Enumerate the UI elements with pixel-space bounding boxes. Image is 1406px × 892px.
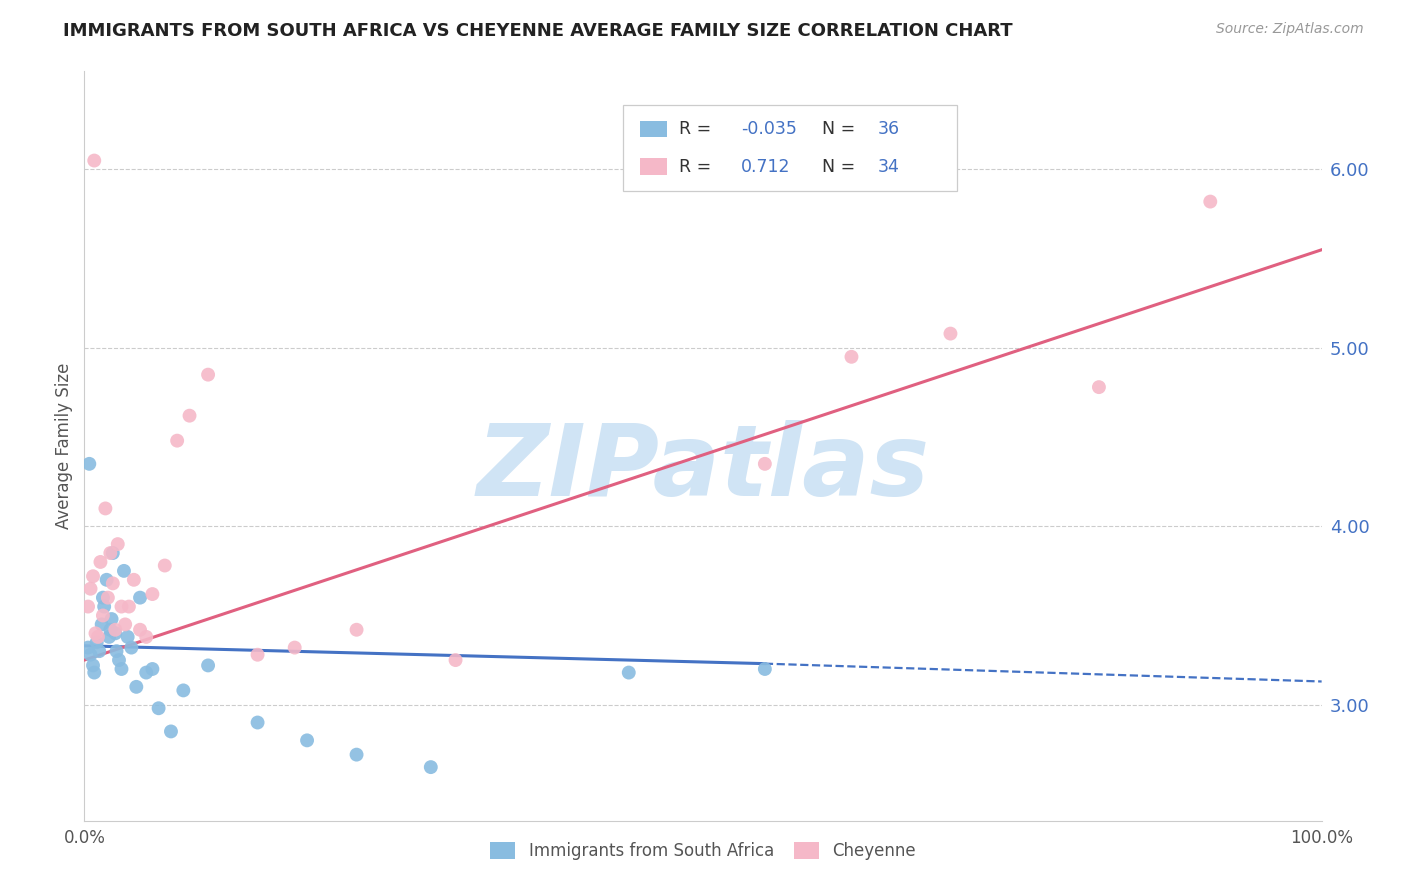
Point [617,665,640,680]
Point [98,630,121,644]
Point [129,591,152,605]
Text: -0.035: -0.035 [741,120,797,138]
Point [96,573,118,587]
Point [160,724,183,739]
Point [89,644,111,658]
Point [129,623,152,637]
Point [108,653,131,667]
Point [104,626,127,640]
Text: 36: 36 [877,120,900,138]
Legend: Immigrants from South Africa, Cheyenne: Immigrants from South Africa, Cheyenne [482,834,924,869]
Point [89,555,111,569]
Point [94,501,117,516]
FancyBboxPatch shape [640,158,666,175]
Point [86,635,108,649]
Point [135,630,157,644]
Point [91,591,114,605]
Point [105,644,128,658]
Point [77,599,100,614]
Point [101,576,124,591]
Point [841,350,863,364]
Point [122,573,145,587]
FancyBboxPatch shape [640,120,666,137]
Point [112,564,135,578]
Point [114,617,136,632]
Point [246,648,269,662]
Point [754,662,776,676]
Point [179,409,201,423]
Point [110,599,132,614]
Point [104,623,127,637]
Point [79,648,101,662]
Point [444,653,467,667]
Text: N =: N = [821,120,860,138]
Point [141,662,163,676]
Point [939,326,962,341]
Point [82,658,104,673]
Point [100,612,122,626]
Text: 0.712: 0.712 [741,158,790,176]
Point [91,608,114,623]
Point [107,537,129,551]
Point [346,747,368,762]
Point [79,457,101,471]
Point [153,558,176,573]
Point [83,665,105,680]
Point [98,623,121,637]
Point [125,680,148,694]
Point [97,591,120,605]
Point [110,662,132,676]
Point [346,623,368,637]
Text: Source: ZipAtlas.com: Source: ZipAtlas.com [1216,22,1364,37]
Point [166,434,188,448]
Point [754,457,776,471]
Point [83,153,105,168]
Point [197,658,219,673]
Point [1199,194,1222,209]
Text: R =: R = [679,120,717,138]
Point [84,626,107,640]
Point [419,760,441,774]
Text: IMMIGRANTS FROM SOUTH AFRICA VS CHEYENNE AVERAGE FAMILY SIZE CORRELATION CHART: IMMIGRANTS FROM SOUTH AFRICA VS CHEYENNE… [63,22,1012,40]
Point [117,630,139,644]
Point [90,617,112,632]
Point [197,368,219,382]
Point [118,599,141,614]
Point [1088,380,1111,394]
Point [98,546,121,560]
Point [101,546,124,560]
Point [79,582,101,596]
Point [82,569,104,583]
Point [141,587,163,601]
Point [246,715,269,730]
Point [284,640,307,655]
FancyBboxPatch shape [623,105,956,191]
Point [172,683,194,698]
Point [295,733,318,747]
Text: R =: R = [679,158,717,176]
Point [120,640,142,655]
Point [93,599,115,614]
Point [148,701,170,715]
Point [77,640,100,655]
Point [87,630,110,644]
Y-axis label: Average Family Size: Average Family Size [55,363,73,529]
Text: 34: 34 [877,158,900,176]
Text: N =: N = [821,158,860,176]
Point [135,665,157,680]
Text: ZIPatlas: ZIPatlas [477,420,929,517]
